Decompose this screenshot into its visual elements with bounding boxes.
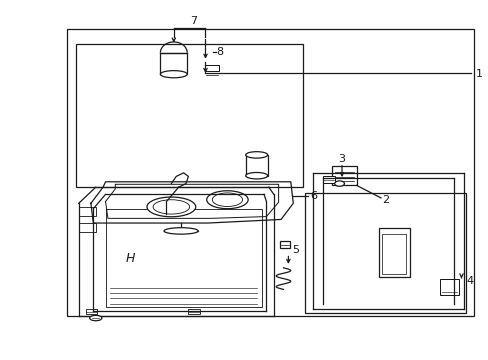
Bar: [79, 223, 96, 232]
Bar: [382, 234, 406, 274]
Bar: [378, 228, 409, 277]
Ellipse shape: [245, 152, 267, 158]
Text: 1: 1: [475, 69, 482, 79]
Bar: [331, 166, 356, 185]
Bar: [279, 241, 290, 248]
Bar: [105, 209, 261, 307]
Ellipse shape: [153, 200, 189, 214]
Ellipse shape: [160, 71, 187, 78]
Bar: [305, 193, 466, 313]
Text: 2: 2: [382, 195, 388, 205]
Text: H: H: [125, 252, 134, 265]
Bar: [245, 155, 267, 176]
Ellipse shape: [163, 228, 198, 234]
Bar: [188, 309, 199, 314]
Text: 4: 4: [466, 276, 472, 286]
Bar: [86, 309, 97, 314]
Ellipse shape: [212, 193, 242, 207]
Bar: [66, 30, 473, 316]
Bar: [160, 53, 187, 74]
Bar: [76, 44, 303, 187]
Bar: [322, 176, 334, 183]
Ellipse shape: [147, 197, 195, 217]
Text: 5: 5: [292, 245, 299, 255]
Text: 8: 8: [216, 46, 223, 57]
Text: 7: 7: [189, 17, 197, 27]
Ellipse shape: [334, 181, 344, 186]
Ellipse shape: [206, 191, 247, 209]
Text: 3: 3: [338, 154, 345, 164]
Text: 6: 6: [310, 191, 317, 201]
Bar: [205, 65, 219, 71]
Ellipse shape: [245, 172, 267, 179]
Bar: [79, 207, 96, 216]
Bar: [439, 279, 458, 296]
Ellipse shape: [89, 315, 102, 321]
